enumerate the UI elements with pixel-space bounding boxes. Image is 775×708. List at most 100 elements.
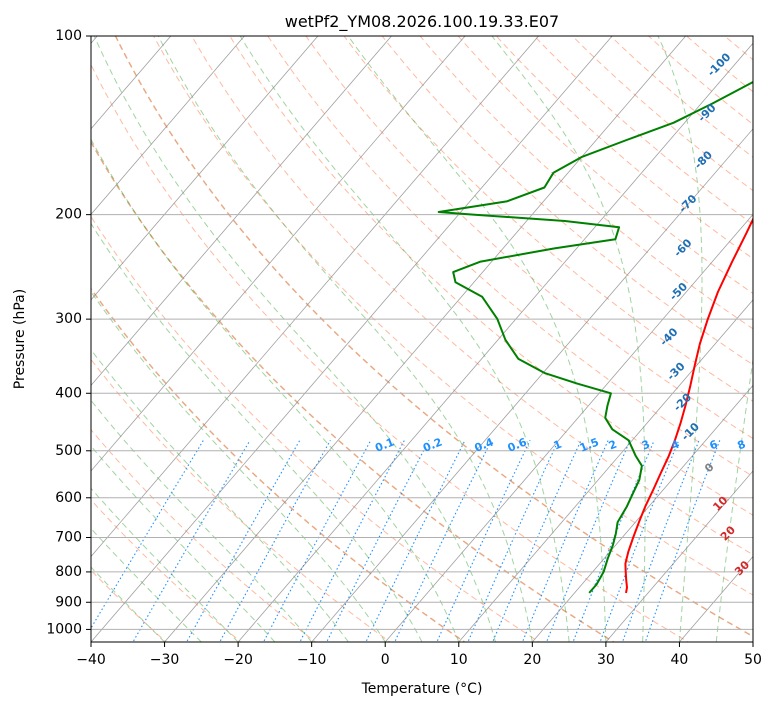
y-tick-label: 100 (55, 28, 82, 44)
y-tick-label: 900 (55, 594, 82, 610)
y-tick-label: 500 (55, 443, 82, 459)
sounding-series (437, 80, 753, 594)
moist-adiabat (91, 487, 239, 642)
dry-adiabat (91, 429, 317, 642)
mixing-ratio-line (394, 440, 492, 642)
moist-adiabat (657, 36, 703, 642)
dry-adiabat (457, 36, 753, 295)
mixing-ratio-line (185, 440, 301, 642)
dry-adiabat (91, 215, 541, 642)
moist-adiabat (157, 36, 533, 642)
mixing-ratio-line (521, 440, 609, 642)
dry-adiabat (91, 141, 615, 642)
dry-adiabat (419, 36, 753, 330)
moist-adiabat (93, 36, 497, 642)
y-tick-label: 600 (55, 490, 82, 506)
mixing-ratio-label: 2 (607, 438, 619, 453)
mixing-ratio-label: 1 (552, 438, 564, 453)
y-tick-label: 1000 (46, 621, 82, 637)
x-axis-label: Temperature (°C) (361, 681, 483, 697)
x-tick-label: 10 (450, 652, 468, 668)
isotherm-line (678, 555, 753, 642)
dry-adiabat (91, 358, 391, 642)
mixing-ratio-label: 0.2 (421, 435, 444, 454)
theta-e-line (91, 140, 616, 642)
mixing-ratio-label: 0.4 (473, 435, 496, 454)
y-tick-label: 700 (55, 530, 82, 546)
x-axis-ticks: −40 −30 −20 −10 0 10 20 30 40 50 (76, 642, 762, 668)
mixing-ratio-line (572, 440, 655, 642)
dry-adiabat (91, 63, 690, 642)
mixing-ratio-lines (91, 440, 721, 642)
theta-e-reference-lines (91, 36, 753, 642)
isotherm-label: -40 (657, 325, 680, 348)
isotherm-line (311, 128, 753, 642)
mixing-ratio-line (436, 440, 531, 642)
isotherm-line (91, 36, 393, 387)
moist-adiabat (91, 399, 313, 642)
moist-adiabat (91, 222, 423, 642)
temperature-line (624, 217, 753, 594)
dry-adiabat (381, 36, 753, 366)
isotherm-line (91, 36, 466, 472)
mixing-ratio-line (132, 440, 251, 642)
isotherm-line (91, 36, 245, 215)
isotherm-lines (91, 36, 753, 642)
y-tick-label: 400 (55, 385, 82, 401)
mixing-ratio-label: 8 (736, 438, 748, 453)
x-tick-label: −10 (297, 652, 327, 668)
moist-adiabat (91, 445, 276, 642)
chart-title: wetPf2_YM08.2026.100.19.33.E07 (285, 12, 559, 32)
dry-adiabat (305, 36, 753, 440)
y-tick-label: 200 (55, 207, 82, 223)
mixing-ratio-line (365, 440, 466, 642)
mixing-ratio-line (91, 440, 204, 630)
isotherm-line (164, 36, 687, 642)
mixing-ratio-line (299, 440, 405, 642)
moist-adiabat-label: 10 (710, 494, 730, 514)
pressure-gridlines (91, 36, 753, 630)
moist-adiabats (91, 36, 753, 642)
isotherm-label: -90 (695, 101, 718, 124)
x-tick-label: −30 (150, 652, 180, 668)
x-tick-label: 0 (381, 652, 390, 668)
isotherm-line (91, 36, 613, 642)
dry-adiabat (495, 36, 753, 260)
y-axis-label: Pressure (hPa) (12, 289, 28, 389)
mixing-ratio-label: 0.1 (373, 435, 396, 454)
dry-adiabat (153, 36, 753, 596)
moist-adiabat (239, 36, 570, 642)
moist-adiabat (91, 290, 386, 642)
moist-adiabat (91, 527, 202, 642)
y-tick-label: 800 (55, 564, 82, 580)
moist-adiabat-label: 0 (702, 460, 717, 475)
isotherm-line (458, 299, 753, 642)
dry-adiabat (191, 36, 753, 556)
moist-adiabat-label: 40 (750, 589, 770, 609)
isotherm-line (91, 36, 319, 301)
dry-adiabats (91, 23, 775, 645)
x-tick-label: 30 (597, 652, 615, 668)
isotherm-label: -60 (671, 236, 694, 259)
x-tick-label: −40 (76, 652, 106, 668)
mixing-ratio-label: 3 (640, 438, 652, 453)
moist-adiabat-label: 20 (718, 523, 738, 543)
x-tick-label: 20 (523, 652, 541, 668)
y-tick-label: 300 (55, 311, 82, 327)
isotherm-line (91, 36, 172, 130)
mixing-ratio-line (492, 440, 582, 642)
mixing-ratio-label: 10 (754, 436, 773, 454)
moist-adiabat (91, 138, 460, 642)
mixing-ratio-line (546, 440, 631, 642)
plot-frame (90, 35, 754, 643)
mixing-ratio-line (262, 440, 372, 642)
mixing-ratio-label: 0.6 (506, 435, 529, 454)
isotherm-line (605, 470, 753, 642)
dry-adiabat (747, 23, 775, 645)
moist-adiabat (347, 36, 607, 642)
isotherm-label: -100 (705, 50, 734, 79)
moist-adiabat (715, 355, 753, 642)
x-tick-label: 40 (671, 652, 689, 668)
dry-adiabat (91, 287, 466, 642)
